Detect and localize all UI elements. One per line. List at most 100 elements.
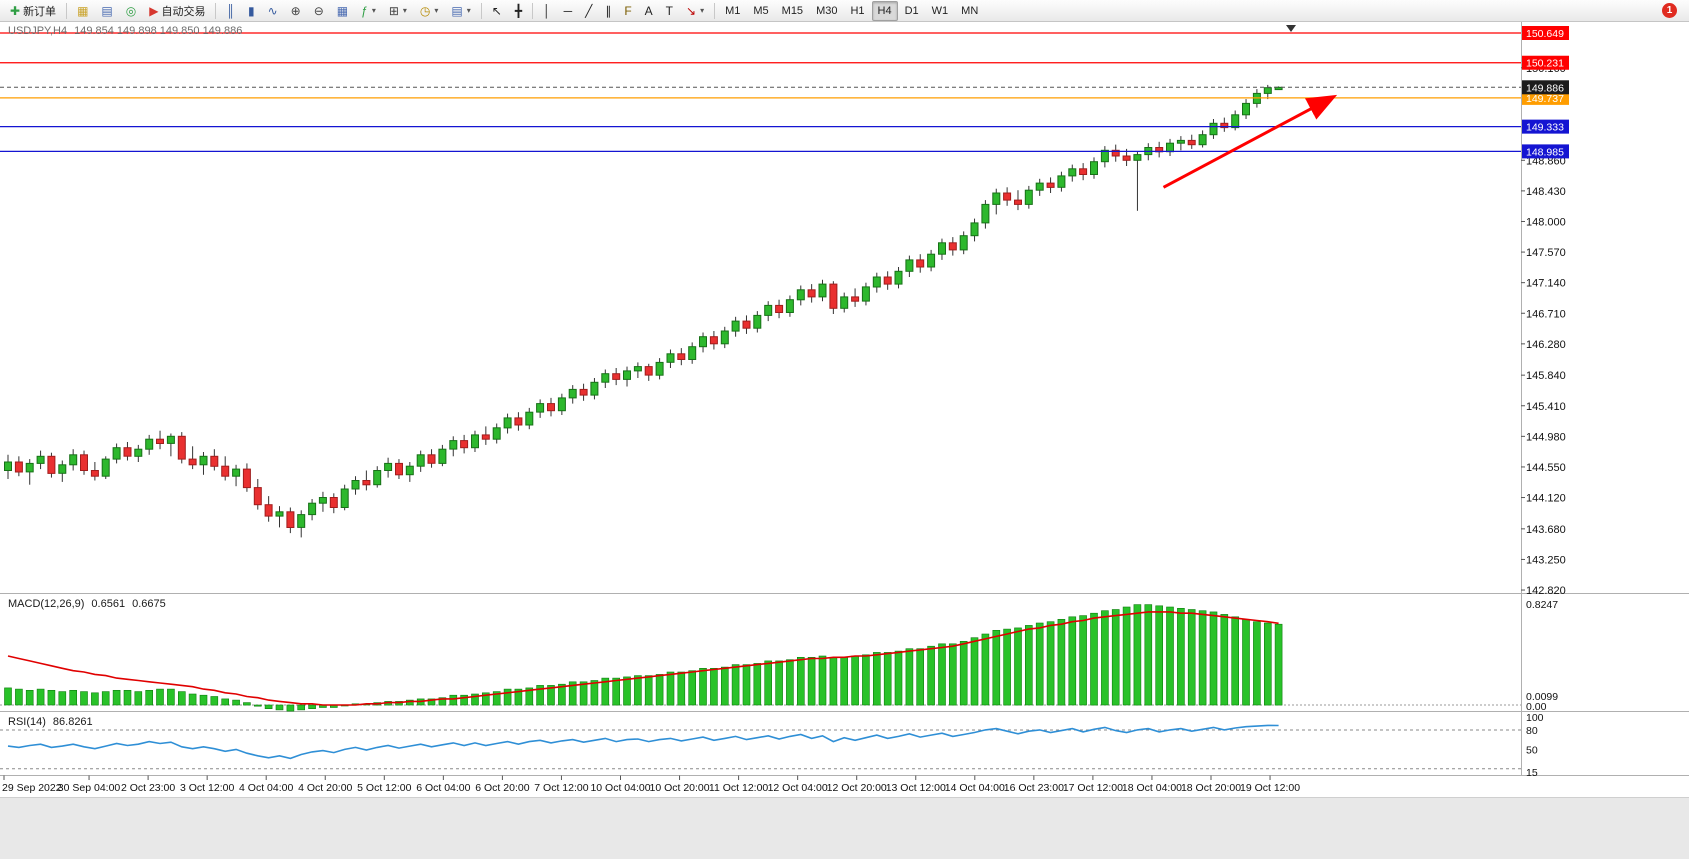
macd-histogram-bar <box>905 648 914 706</box>
macd-histogram-bar <box>427 698 436 706</box>
crosshair-button[interactable]: ╋ <box>509 1 528 21</box>
horizontal-line-button[interactable]: ─ <box>558 1 579 21</box>
macd-histogram-bar <box>807 656 816 706</box>
strategy-navigator-button[interactable]: ◎ <box>120 1 142 21</box>
new-chart-button[interactable]: ⊞ ▾ <box>383 1 413 21</box>
macd-histogram-bar <box>492 691 501 706</box>
price-badge <box>1522 55 1569 70</box>
vertical-line-icon: │ <box>543 3 551 18</box>
macd-histogram-bar <box>916 648 925 706</box>
zoom-out-button[interactable]: ⊖ <box>308 1 330 21</box>
chart-shift-marker[interactable] <box>1286 25 1296 32</box>
macd-histogram-bar <box>275 704 284 711</box>
fibonacci-icon: F <box>624 3 632 18</box>
templates-button[interactable]: ▤ ▾ <box>445 1 476 21</box>
svg-text:18 Oct 04:00: 18 Oct 04:00 <box>1122 782 1182 794</box>
zoom-in-button[interactable]: ⊕ <box>285 1 307 21</box>
macd-histogram-bar <box>970 637 979 706</box>
dropdown-arrow-icon[interactable]: ▾ <box>371 6 376 15</box>
channel-button[interactable]: ∥ <box>599 1 617 21</box>
macd-indicator-label: MACD(12,26,9) 0.6561 0.6675 <box>8 598 166 610</box>
macd-histogram-bar <box>753 663 762 706</box>
tile-windows-button[interactable]: ▦ <box>331 1 354 21</box>
dropdown-arrow-icon[interactable]: ▾ <box>402 6 407 15</box>
cursor-button[interactable]: ↖ <box>486 1 508 21</box>
timeframe-h4-button-label: H4 <box>877 4 892 17</box>
timeframe-mn-button[interactable]: MN <box>955 1 984 21</box>
text-icon: A <box>644 3 653 18</box>
data-window-button[interactable]: ▤ <box>95 1 118 21</box>
rsi-name: RSI(14) <box>8 716 46 728</box>
timeframe-h1-button[interactable]: H1 <box>844 1 870 21</box>
autotrading-button[interactable]: ▶ 自动交易 <box>143 1 211 21</box>
macd-histogram-bar <box>308 704 316 710</box>
timeframe-d1-button[interactable]: D1 <box>899 1 925 21</box>
candlestick-chart-button[interactable]: ▮ <box>242 1 261 21</box>
dropdown-arrow-icon[interactable]: ▾ <box>700 6 705 15</box>
new-order-button[interactable]: ✚ 新订单 <box>4 1 62 21</box>
svg-text:10 Oct 20:00: 10 Oct 20:00 <box>649 782 709 794</box>
fibonacci-button[interactable]: F <box>618 1 637 21</box>
bar-chart-button[interactable]: ║ <box>220 1 241 21</box>
notification-badge[interactable]: 1 <box>1662 3 1677 18</box>
vertical-line-button[interactable]: │ <box>537 1 557 21</box>
periods-button[interactable]: ◷ ▾ <box>414 1 445 21</box>
timeframe-m1-button[interactable]: M1 <box>719 1 746 21</box>
macd-histogram-bar <box>1274 623 1283 706</box>
timeframe-m5-button[interactable]: M5 <box>747 1 774 21</box>
chart-profiles-button[interactable]: ▦ <box>71 1 94 21</box>
macd-histogram-bar <box>666 671 675 706</box>
candlestick-series <box>4 84 1283 538</box>
autotrading-button-label: 自动交易 <box>161 5 206 18</box>
horizontal-line-150.649[interactable]: 150.649 <box>0 26 1569 40</box>
timeframe-m30-button[interactable]: M30 <box>810 1 843 21</box>
timeframe-w1-button[interactable]: W1 <box>926 1 955 21</box>
timeframe-m15-button[interactable]: M15 <box>776 1 809 21</box>
macd-histogram-bar <box>1133 604 1142 706</box>
timeframe-d1-button-label: D1 <box>904 4 919 17</box>
toolbar-separator <box>215 2 217 19</box>
candlestick-icon: ▮ <box>247 3 255 18</box>
horizontal-line-149.333[interactable]: 149.333 <box>0 119 1569 134</box>
chart-canvas[interactable]: 150.160148.860148.430148.000147.570147.1… <box>0 22 1689 797</box>
text-button[interactable]: A <box>639 1 659 21</box>
svg-text:0.8247: 0.8247 <box>1526 599 1558 611</box>
macd-histogram-bar <box>1079 615 1087 706</box>
svg-text:18 Oct 20:00: 18 Oct 20:00 <box>1181 782 1241 794</box>
svg-text:5 Oct 12:00: 5 Oct 12:00 <box>357 782 411 794</box>
svg-text:4 Oct 04:00: 4 Oct 04:00 <box>239 782 293 794</box>
macd-histogram-bar <box>156 688 164 706</box>
horizontal-line-148.985[interactable]: 148.985 <box>0 144 1569 159</box>
rsi-indicator-label: RSI(14) 86.8261 <box>8 716 93 728</box>
rsi-line <box>7 724 1279 760</box>
macd-histogram-bar <box>742 664 751 706</box>
timeframe-h4-button[interactable]: H4 <box>871 0 898 21</box>
dropdown-arrow-icon[interactable]: ▾ <box>434 6 439 15</box>
macd-signal-value: 0.6675 <box>132 598 166 610</box>
navigator-icon: ◎ <box>125 3 137 18</box>
channel-icon: ∥ <box>605 3 612 18</box>
arrows-button[interactable]: ↘ ▾ <box>680 1 710 21</box>
horizontal-line-149.737[interactable]: 149.737 <box>0 90 1569 105</box>
chart-window[interactable]: 150.160148.860148.430148.000147.570147.1… <box>0 22 1689 797</box>
macd-histogram-bar <box>4 687 12 706</box>
autotrading-icon: ▶ <box>149 3 159 18</box>
macd-histogram-bar <box>1046 621 1055 706</box>
macd-histogram-bar <box>959 640 968 706</box>
svg-text:15: 15 <box>1526 767 1538 779</box>
trend-arrow-object[interactable] <box>1162 94 1338 189</box>
macd-histogram-bar <box>123 689 132 706</box>
horizontal-line-150.231[interactable]: 150.231 <box>0 55 1569 70</box>
svg-text:148.430: 148.430 <box>1526 186 1566 198</box>
label-button[interactable]: T <box>660 1 679 21</box>
macd-histogram-bar <box>579 681 588 706</box>
trendline-button[interactable]: ╱ <box>579 1 598 21</box>
cursor-icon: ↖ <box>491 3 502 18</box>
macd-histogram-bar <box>188 693 197 706</box>
rsi-value: 86.8261 <box>52 716 93 728</box>
line-chart-button[interactable]: ∿ <box>262 1 284 21</box>
trendline-icon: ╱ <box>585 3 593 18</box>
dropdown-arrow-icon[interactable]: ▾ <box>466 6 471 15</box>
indicators-button[interactable]: ƒ ▾ <box>355 1 382 21</box>
